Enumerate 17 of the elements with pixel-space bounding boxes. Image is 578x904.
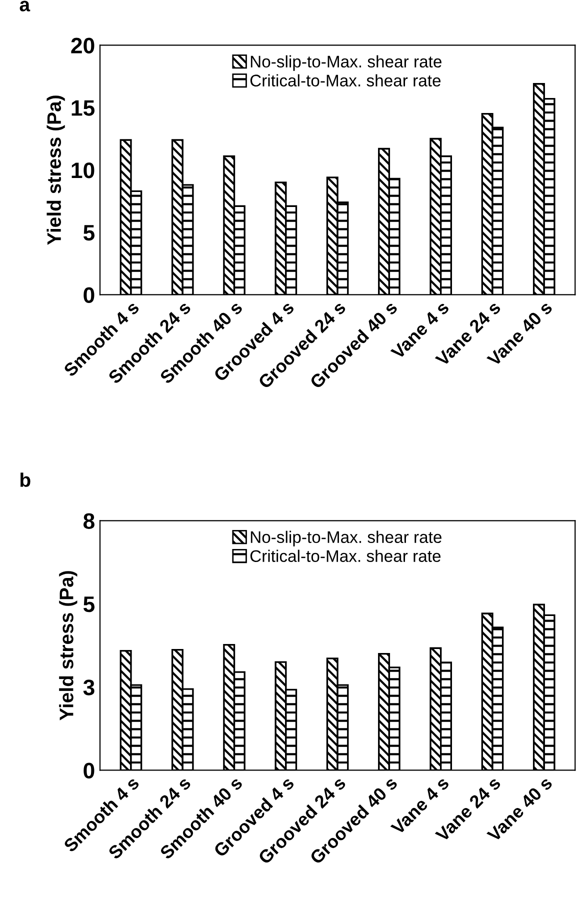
y-tick-label: 10 xyxy=(72,162,94,178)
y-tick-label: 5 xyxy=(83,596,95,612)
y-tick-label: 20 xyxy=(71,38,94,54)
y-tick-label: 0 xyxy=(84,762,94,778)
legend-label: No-slip-to-Max. shear rate xyxy=(250,55,442,71)
text: a xyxy=(20,0,30,12)
y-tick-label: 5 xyxy=(83,225,95,241)
legend-label: No-slip-to-Max. shear rate xyxy=(250,530,442,546)
y-tick-label: 15 xyxy=(72,100,95,116)
y-axis-title: Yield stress (Pa) xyxy=(46,96,65,245)
y-tick-label: 0 xyxy=(84,287,94,303)
legend-label: Critical-to-Max. shear rate xyxy=(250,74,441,86)
y-axis-title: Yield stress (Pa) xyxy=(59,571,78,720)
y-tick-label: 3 xyxy=(83,680,94,696)
text: b xyxy=(20,472,30,487)
y-tick-label: 8 xyxy=(83,513,94,529)
legend-label: Critical-to-Max. shear rate xyxy=(250,550,441,562)
